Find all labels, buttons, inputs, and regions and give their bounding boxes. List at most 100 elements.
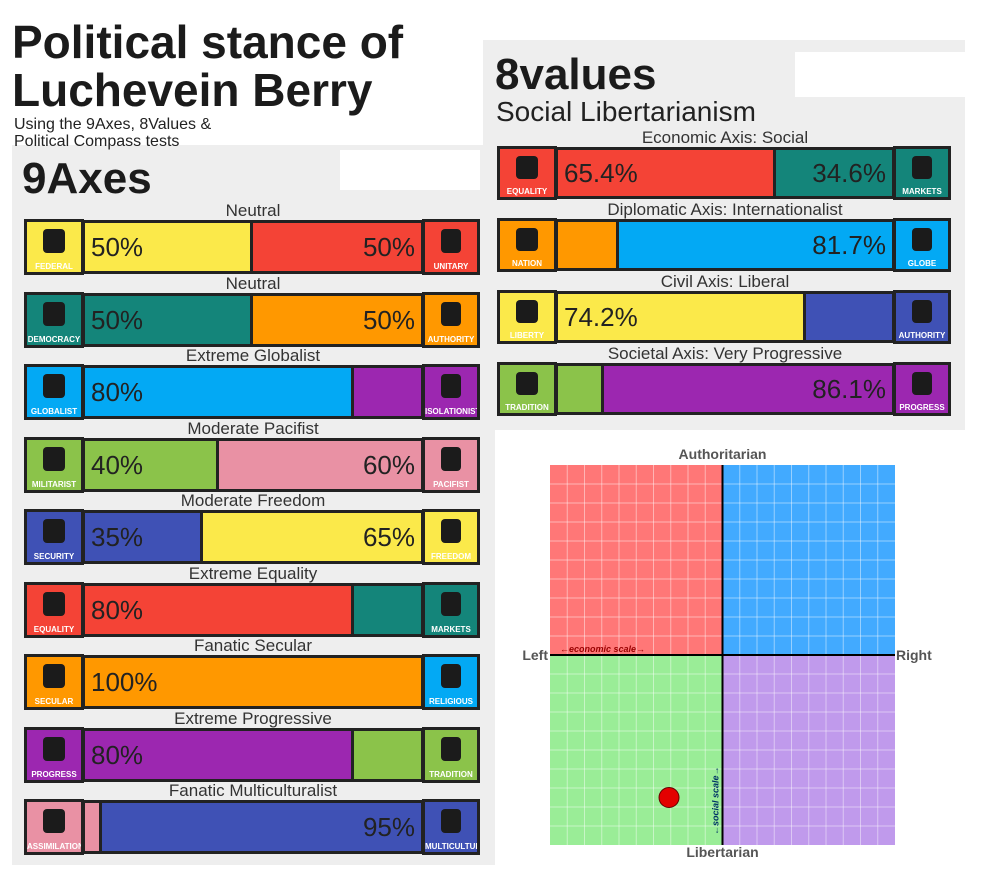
icon: EQUALITY [497, 146, 557, 200]
icon: AUTHORITY [422, 291, 480, 348]
bar-segment [202, 513, 421, 561]
icon-glyph [43, 301, 65, 326]
bar-segment [85, 223, 253, 271]
bar-segment [85, 658, 421, 706]
icon: GLOBALIST [24, 364, 84, 420]
icon-label: AUTHORITY [898, 331, 946, 340]
quadrant [722, 655, 895, 845]
icon-label: SECULAR [34, 697, 74, 706]
icon-glyph [43, 519, 65, 543]
icon: PACIFIST [422, 436, 480, 493]
bar-segment [353, 368, 421, 416]
bar-frame: 86.1% [555, 363, 895, 415]
icon-glyph [911, 227, 933, 251]
axis-label: Civil Axis: Liberal [660, 272, 790, 291]
icon: MARKETS [893, 146, 951, 200]
bar-segment [253, 295, 421, 344]
icon-glyph [516, 227, 538, 251]
icon-glyph [911, 155, 933, 179]
icon-glyph [440, 664, 462, 688]
value-label: 86.1% [812, 374, 886, 404]
compass-label: Authoritarian [679, 446, 767, 462]
icon-label: EQUALITY [33, 624, 75, 634]
icon: ASSIMILATIONIST [24, 799, 84, 855]
bar-segment [619, 222, 892, 268]
value-label: 95% [362, 812, 415, 842]
icon-glyph [43, 809, 65, 833]
bar-segment [85, 513, 203, 561]
icon-label: MARKETS [902, 187, 942, 196]
icon: PROGRESS [24, 726, 84, 783]
bar-segment [85, 368, 354, 416]
bar-frame: 80% [82, 582, 424, 637]
icon: SECULAR [24, 654, 84, 710]
icon-label: DEMOCRACY [27, 334, 81, 344]
icon: MARKETS [422, 581, 480, 638]
icon-glyph [43, 229, 65, 253]
axis-label: Neutral [225, 201, 281, 220]
value-label: 50% [362, 232, 415, 262]
bar-frame: 81.7% [555, 219, 895, 271]
value-label: 80% [91, 377, 144, 407]
bar-frame: 95% [82, 800, 424, 854]
axis-label: Moderate Pacifist [187, 418, 319, 438]
bar-segment [604, 366, 892, 412]
blank-box [340, 150, 480, 190]
title: Political stance of Luchevein Berry [12, 16, 404, 116]
axis-label: Fanatic Multiculturalist [168, 781, 338, 800]
icon-label: LIBERTY [509, 331, 545, 340]
icon: PROGRESS [893, 362, 951, 416]
icon-label: AUTHORITY [427, 334, 475, 344]
icon-glyph [440, 809, 462, 833]
icon-glyph [43, 446, 65, 471]
icon-label: PROGRESS [899, 403, 945, 412]
value-label: 65.4% [564, 158, 638, 188]
icon: TRADITION [422, 726, 480, 783]
icon-label: GLOBE [907, 259, 937, 268]
icon-label: MARKETS [431, 624, 471, 634]
icon-glyph [440, 301, 462, 326]
icon-glyph [516, 155, 538, 179]
icon-label: NATION [511, 259, 543, 268]
icon: FREEDOM [422, 509, 480, 565]
icon-label: MILITARIST [31, 479, 77, 489]
bar-segment [805, 294, 892, 340]
icon: LIBERTY [497, 290, 557, 344]
icon: SECURITY [24, 509, 84, 565]
bar-frame: 74.2% [555, 291, 895, 343]
bar-segment [85, 295, 253, 344]
value-label: 60% [362, 449, 415, 480]
bar-segment [776, 150, 892, 196]
icon: GLOBE [893, 218, 951, 272]
bar-segment [101, 803, 421, 851]
icon-label: UNITARY [433, 262, 469, 271]
bar-segment [558, 150, 777, 196]
section-title: 9Axes [22, 154, 152, 203]
subtitle: Using the 9Axes, 8Values & Political Com… [14, 116, 212, 150]
icon-glyph [516, 371, 538, 395]
icon-glyph [516, 299, 538, 323]
compass-label: Left [522, 647, 548, 663]
bar-segment [353, 730, 421, 779]
icon: RELIGIOUS [422, 654, 480, 710]
axis-label: Extreme Equality [188, 563, 318, 583]
bar-frame: 40% 60% [82, 437, 424, 492]
icon-glyph [440, 519, 462, 543]
bar-segment [85, 803, 102, 851]
icon-label: TRADITION [429, 769, 473, 779]
icon-label: FEDERAL [35, 262, 73, 271]
bar-segment [85, 440, 220, 489]
icon-label: PROGRESS [31, 769, 77, 779]
icon: MULTICULTURALIST [422, 799, 480, 855]
axis-label: Diplomatic Axis: Internationalist [607, 200, 843, 219]
icon: EQUALITY [24, 581, 84, 638]
quadrant [722, 465, 895, 655]
icon-label: MULTICULTURALIST [425, 842, 477, 851]
value-label: 50% [91, 232, 144, 262]
value-label: 34.6% [812, 158, 886, 188]
quadrant [550, 465, 723, 655]
icon: FEDERAL [24, 219, 84, 275]
bar-segment [85, 730, 354, 779]
icon-label: EQUALITY [506, 187, 548, 196]
compass-label: Libertarian [686, 844, 758, 860]
